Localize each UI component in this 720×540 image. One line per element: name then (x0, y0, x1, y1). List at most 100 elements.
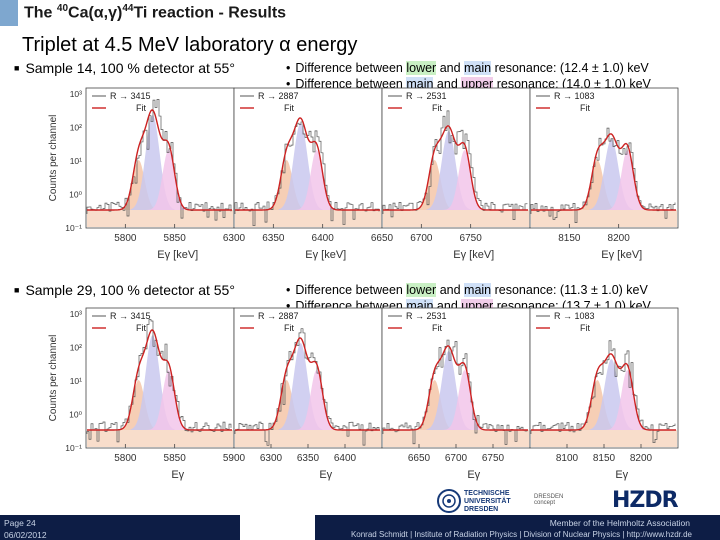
x-tick-label: 5800 (114, 453, 137, 464)
legend-label: R → 2531 (406, 311, 447, 321)
y-tick-label: 10⁻¹ (65, 223, 82, 233)
legend-label: R → 2887 (258, 311, 299, 321)
x-tick-label: 6350 (262, 233, 285, 244)
legend-label: R → 3415 (110, 91, 151, 101)
spectrum-svg: Counts per channel 10³ 10² 10¹ 10⁰ 10⁻¹ R → 34… (48, 87, 679, 261)
note-line: • Difference between lower and main reson… (286, 283, 648, 297)
fit-curve (235, 117, 380, 211)
spectrum-figure: Counts per channel 10³ 10² 10¹ 10⁰ 10⁻¹ R → 34… (48, 300, 710, 490)
title-accent-bar (0, 0, 18, 26)
component-peak (264, 380, 309, 430)
fit-curve (235, 337, 380, 431)
y-tick-label: 10⁰ (69, 190, 82, 200)
x-tick-label: 8150 (558, 233, 581, 244)
y-tick-label: 10⁻¹ (65, 443, 82, 453)
x-tick-label: 6700 (410, 233, 433, 244)
component-peak (146, 150, 191, 210)
component-peak (605, 370, 650, 430)
legend-label: R → 1083 (554, 311, 595, 321)
legend-label: Fit (580, 103, 590, 113)
legend-label: Fit (432, 323, 442, 333)
histogram (234, 328, 380, 446)
background-fill (235, 430, 381, 447)
x-axis-label: Eγ [keV] (453, 249, 494, 261)
background-fill (87, 430, 233, 447)
component-peak (442, 150, 487, 210)
x-axis-label: Eγ (319, 469, 332, 481)
x-tick-label: 6400 (312, 233, 335, 244)
legend-label: R → 2531 (406, 91, 447, 101)
y-axis-label: Counts per channel (48, 335, 59, 422)
x-tick-label: 5850 (164, 453, 187, 464)
component-peak (116, 380, 161, 430)
x-axis-label: Eγ [keV] (157, 249, 198, 261)
sample-notes: • Difference between lower and main reson… (286, 60, 651, 92)
component-peak (442, 370, 487, 430)
footer-date: 06/02/2012 (4, 530, 47, 540)
footer-left-band (0, 515, 240, 540)
note-line: • Difference between lower and main reson… (286, 61, 649, 75)
component-peak (116, 160, 161, 210)
sample-label: ■ Sample 29, 100 % detector at 55° (14, 282, 235, 298)
background-fill (531, 210, 677, 227)
x-axis-label: Eγ [keV] (601, 249, 642, 261)
page-number: Page 24 (4, 518, 36, 528)
x-tick-label: 5900 (223, 453, 246, 464)
background-fill (235, 210, 381, 227)
x-tick-label: 8100 (556, 453, 579, 464)
x-tick-label: 8200 (630, 453, 653, 464)
legend-label: Fit (136, 103, 146, 113)
background-fill (87, 210, 233, 227)
footer-right-band (315, 515, 720, 540)
slide-title: The 40Ca(α,γ)44Ti reaction - Results (24, 3, 287, 22)
component-peak (294, 370, 339, 430)
x-tick-label: 5800 (114, 233, 137, 244)
fit-curve (383, 345, 528, 431)
histogram (530, 340, 676, 444)
y-tick-label: 10¹ (70, 156, 82, 166)
legend-label: Fit (432, 103, 442, 113)
histogram (382, 110, 528, 220)
background-fill (383, 430, 529, 447)
x-axis-label: Eγ (467, 469, 480, 481)
legend-label: Fit (136, 323, 146, 333)
component-peak (575, 380, 620, 430)
x-tick-label: 8150 (593, 453, 616, 464)
x-tick-label: 6750 (482, 453, 505, 464)
x-tick-label: 6650 (408, 453, 431, 464)
x-tick-label: 6750 (460, 233, 483, 244)
fit-curve (87, 109, 232, 211)
y-tick-label: 10² (70, 343, 82, 353)
histogram (86, 319, 232, 443)
component-peak (412, 160, 457, 210)
component-peak (412, 380, 457, 430)
spectrum-figure: Counts per channel 10³ 10² 10¹ 10⁰ 10⁻¹ R → 34… (48, 80, 710, 270)
component-peak (294, 150, 339, 210)
y-tick-label: 10⁰ (69, 410, 82, 420)
legend-label: Fit (580, 323, 590, 333)
component-peak (575, 160, 620, 210)
tu-dresden-logo-text: TECHNISCHE UNIVERSITÄT DRESDEN (464, 490, 511, 513)
legend-label: R → 3415 (110, 311, 151, 321)
background-fill (531, 430, 677, 447)
y-axis-label: Counts per channel (48, 115, 59, 202)
slide-subtitle: Triplet at 4.5 MeV laboratory α energy (22, 34, 358, 56)
x-tick-label: 6350 (297, 453, 320, 464)
x-tick-label: 6700 (445, 453, 468, 464)
hzdr-logo: HZDR (612, 488, 679, 513)
x-tick-label: 6300 (260, 453, 283, 464)
fit-curve (87, 329, 232, 431)
sample-label: ■ Sample 14, 100 % detector at 55° (14, 60, 235, 76)
x-axis-label: Eγ [keV] (305, 249, 346, 261)
histogram (530, 127, 676, 223)
fit-curve (531, 133, 676, 211)
dresden-concept-logo: DRESDEN concept (534, 494, 564, 506)
x-tick-label: 5850 (164, 233, 187, 244)
y-tick-label: 10² (70, 123, 82, 133)
x-tick-label: 8200 (608, 233, 631, 244)
x-tick-label: 6400 (334, 453, 357, 464)
fit-curve (531, 353, 676, 431)
tu-dresden-logo-icon (437, 489, 461, 513)
legend-label: R → 1083 (554, 91, 595, 101)
note-line: • Difference between main and upper reson… (286, 77, 651, 91)
